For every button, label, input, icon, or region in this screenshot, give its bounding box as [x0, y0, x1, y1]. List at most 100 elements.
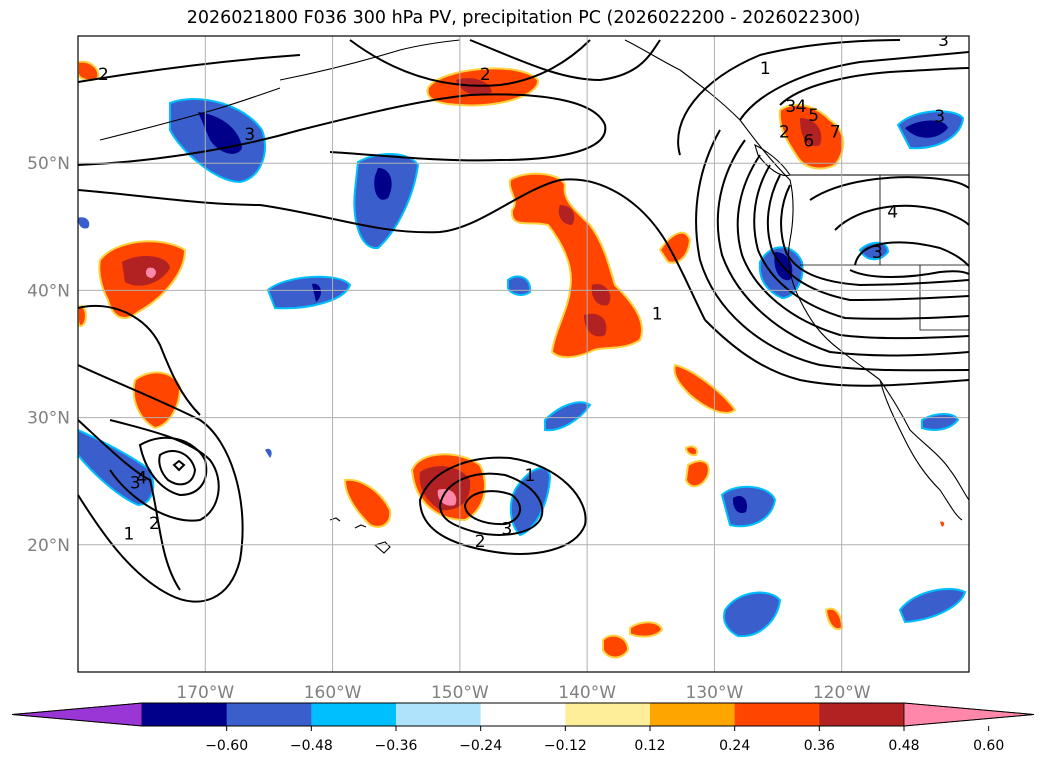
pv-trough-2 [695, 129, 969, 372]
coastlines [99, 39, 969, 554]
contour-label: 1 [760, 59, 771, 79]
colorbar-segment [142, 703, 228, 726]
neg-anomaly-baja [720, 485, 777, 528]
graticule [78, 36, 969, 672]
colorbar-tick-label: −0.12 [544, 738, 587, 754]
pos-anomaly-pac-nw-core [800, 118, 822, 147]
pv-cutoff-west-4 [158, 450, 197, 486]
contour-label: 3 [502, 519, 513, 539]
colorbar-tick-label: −0.48 [290, 738, 333, 754]
contour-label: 3 [934, 107, 945, 127]
state-lines [800, 175, 969, 331]
colorbar-max-arrow [903, 702, 1035, 727]
colorbar-tick-label: 0.24 [719, 738, 750, 754]
colorbar-tick-label: 0.48 [888, 738, 919, 754]
contour-label: 2 [149, 514, 160, 534]
lon-label: 120°W [813, 683, 871, 703]
map-frame [77, 35, 970, 673]
pv-contour-2-arc [349, 39, 591, 87]
pv-trough-1 [704, 319, 969, 387]
colorbar-tick-label: 0.60 [973, 738, 1004, 754]
neg-anomaly-40n-core [312, 283, 321, 302]
contour-label: 7 [830, 122, 841, 142]
contour-label: 3 [872, 243, 883, 263]
pv-contour-north-2 [739, 51, 969, 121]
pos-anomaly-central-core-1 [558, 205, 575, 225]
colorbar-segment [226, 703, 312, 726]
pos-anomaly-hawaii-west [343, 478, 392, 528]
lon-label: 160°W [304, 683, 362, 703]
pos-anomaly-hawaii-peak [437, 489, 457, 506]
pos-anomaly-coast-small [658, 231, 692, 264]
pv-cutoff-west-1 [78, 364, 244, 603]
neg-anomaly-aleutian-core [198, 112, 242, 154]
colorbar-segment [734, 703, 820, 726]
pos-anomaly-central [508, 172, 643, 359]
colorbar-tick-label: −0.60 [205, 738, 248, 754]
colorbar-tick-label: −0.24 [459, 738, 502, 754]
pv-contours [78, 39, 969, 603]
contour-label: 3 [785, 97, 796, 117]
neg-anomaly-nw-pacific [353, 153, 420, 250]
colorbar-segment [396, 703, 482, 726]
latitude-labels: 50°N 40°N 30°N 20°N [27, 154, 70, 556]
pos-anomaly-25n-east [684, 460, 710, 488]
pv-contour-1-arc [469, 39, 661, 82]
neg-anomaly-baja-core [732, 495, 748, 514]
pv-contour-ridge-2 [834, 204, 969, 231]
pos-anomaly-west-40n-peak [145, 267, 156, 278]
pv-trough-6 [766, 174, 969, 302]
figure-title: 2026021800 F036 300 hPa PV, precipitatio… [186, 8, 861, 28]
pv-cutoff-hawaii-2 [438, 472, 544, 536]
colorbar-min-arrow [11, 702, 143, 727]
pv-contour-ridge-4 [849, 269, 969, 278]
lat-label: 30°N [27, 409, 70, 429]
contour-label: 1 [124, 524, 135, 544]
contour-label: 1 [652, 304, 663, 324]
neg-anomaly-west-edge [78, 428, 155, 507]
pv-contour-ridge-1 [809, 176, 969, 201]
pv-trough-4 [736, 154, 969, 340]
neg-anomaly-south-1 [723, 591, 782, 638]
pos-anomaly-central-core-2 [591, 284, 611, 306]
pos-anomaly-west-40n-core [122, 256, 170, 286]
colorbar-segment [565, 703, 651, 726]
pos-anomaly-25n-tiny [684, 445, 698, 457]
colorbar-tick-label: −0.36 [375, 738, 418, 754]
pv-cutoff-west-6 [78, 419, 181, 591]
contour-label: 2 [480, 65, 491, 85]
colorbar-segment [819, 703, 905, 726]
pv-contour-3-north [78, 93, 607, 166]
colorbar-tick-label: 0.12 [634, 738, 665, 754]
pos-anomaly-hawaii-core [419, 466, 471, 511]
pv-cutoff-hawaii-3 [463, 490, 521, 526]
lon-label: 140°W [558, 683, 616, 703]
contour-label: 3 [130, 473, 141, 493]
north-america-coast [624, 39, 969, 501]
lon-label: 150°W [431, 683, 489, 703]
pv-contour-north-1 [677, 39, 901, 156]
neg-anomaly-idaho [858, 241, 890, 261]
pv-trough-5 [753, 164, 969, 320]
negative-precip-anomalies [78, 98, 967, 638]
contour-label: 6 [803, 131, 814, 151]
lat-label: 40°N [27, 281, 70, 301]
longitude-labels: 170°W 160°W 150°W 140°W 130°W 120°W [176, 683, 870, 703]
neg-anomaly-small-40n [507, 275, 532, 296]
colorbar-outline [11, 702, 1035, 727]
baja-peninsula [879, 379, 963, 521]
contour-label: 3 [244, 125, 255, 145]
contour-label: 5 [808, 106, 819, 126]
positive-precip-anomalies [78, 60, 945, 659]
neg-anomaly-canada-core [905, 120, 948, 138]
contour-label: 4 [796, 97, 807, 117]
contour-label: 2 [98, 65, 109, 85]
pv-contour-1-west [78, 304, 201, 416]
lat-label: 50°N [27, 154, 70, 174]
colorbar-segment [480, 703, 566, 726]
lon-label: 170°W [176, 683, 234, 703]
pv-contour-north-3 [779, 67, 969, 106]
